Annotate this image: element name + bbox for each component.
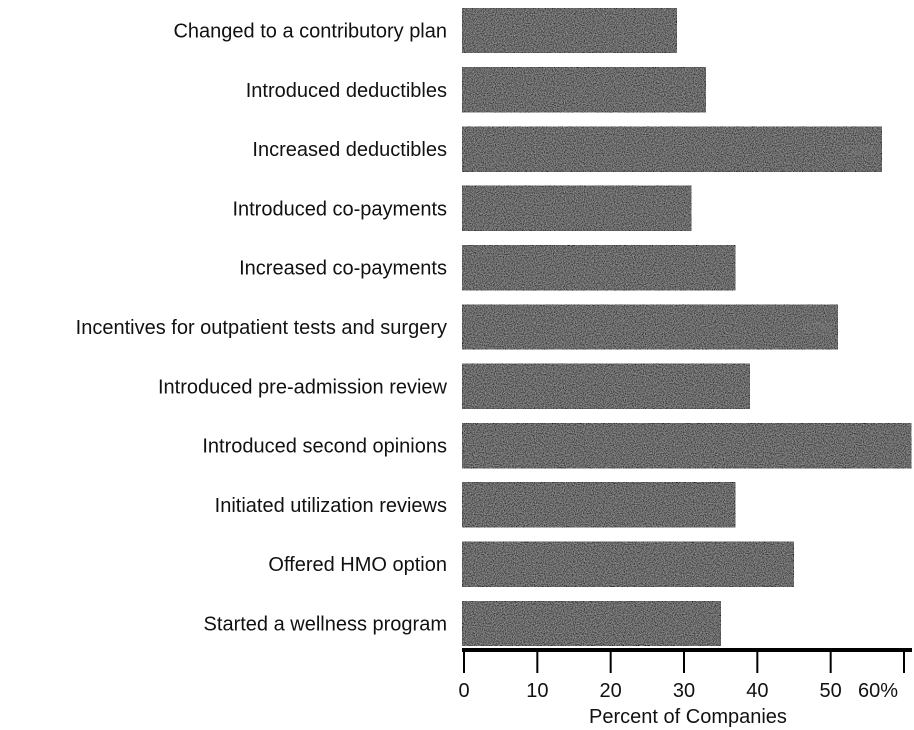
x-axis: 0 10 20 30 40 50 60% [458, 648, 912, 702]
category-label: Introduced co-payments [232, 198, 447, 220]
category-labels: Changed to a contributory plan Introduced… [76, 21, 448, 636]
category-label: Incentives for outpatient tests and surg… [76, 317, 447, 339]
x-tick-label: 60% [858, 680, 898, 702]
category-label: Introduced second opinions [202, 436, 447, 458]
category-label: Initiated utilization reviews [215, 495, 447, 517]
bar [461, 540, 795, 588]
bars-layer [461, 7, 913, 647]
category-label: Introduced pre-admission review [158, 376, 448, 398]
bar [461, 7, 678, 54]
bar [461, 363, 751, 410]
category-label: Increased co-payments [239, 258, 447, 280]
category-label: Changed to a contributory plan [173, 21, 447, 43]
data-labels: 50% 47% [802, 142, 876, 337]
category-label: Introduced deductibles [246, 80, 447, 102]
bar [461, 422, 913, 469]
x-axis-title: Percent of Companies [589, 706, 787, 728]
x-tick-label: 20 [600, 680, 622, 702]
x-tick-label: 40 [746, 680, 768, 702]
bar [461, 66, 707, 114]
category-label: Increased deductibles [252, 139, 447, 161]
bar [461, 244, 737, 291]
x-tick-label: 10 [526, 680, 548, 702]
x-tick-label: 30 [673, 680, 695, 702]
bar [461, 600, 722, 647]
bar [461, 185, 693, 232]
data-label: 47% [802, 320, 832, 337]
data-label: 50% [846, 142, 876, 159]
category-label: Started a wellness program [204, 614, 447, 636]
category-label: Offered HMO option [268, 554, 447, 576]
x-tick-label: 0 [458, 680, 469, 702]
x-tick-label: 50 [820, 680, 842, 702]
bar [461, 303, 839, 351]
bar [461, 481, 737, 529]
bar [461, 125, 883, 173]
